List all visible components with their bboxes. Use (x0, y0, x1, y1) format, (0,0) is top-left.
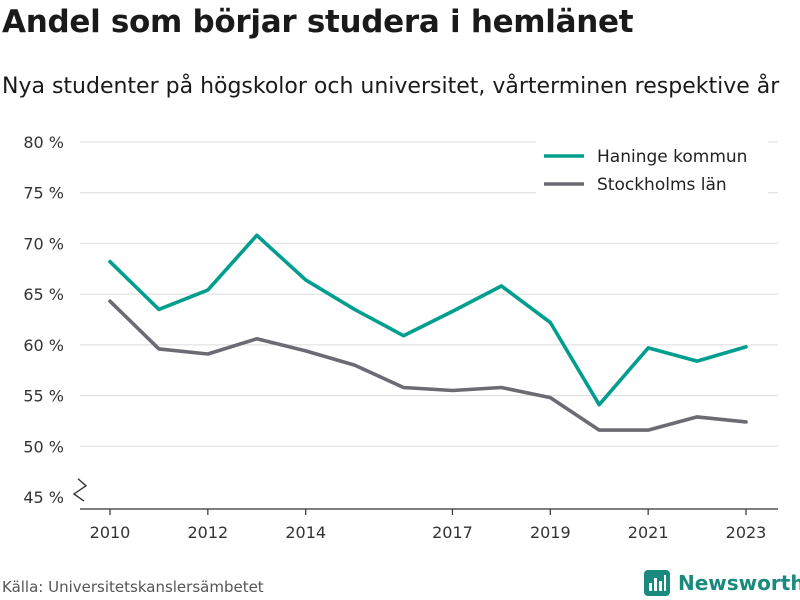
x-tick-label: 2023 (726, 523, 767, 542)
y-tick-label: 80 % (23, 133, 64, 152)
x-tick-label: 2017 (432, 523, 473, 542)
y-tick-label: 65 % (23, 285, 64, 304)
series-line-stockholms-l-n (108, 299, 748, 432)
legend-label: Stockholms län (597, 175, 727, 195)
legend: Haninge kommun Stockholms län (536, 138, 768, 200)
legend-label: Haninge kommun (597, 147, 747, 167)
x-tick-label: 2012 (187, 523, 228, 542)
x-axis: 2010 2012 2014 2017 2019 2021 2023 (80, 508, 778, 542)
source-note: Källa: Universitetskanslersämbetet (2, 578, 264, 596)
legend-background (536, 138, 768, 200)
y-axis-ticks: 45 % 50 % 55 % 60 % 65 % 70 % 75 % 80 % (23, 133, 88, 507)
x-tick-label: 2014 (285, 523, 326, 542)
y-tick-label: 60 % (23, 336, 64, 355)
y-tick-label: 45 % (23, 488, 64, 507)
axis-break-mark (72, 478, 88, 502)
x-tick-label: 2010 (90, 523, 131, 542)
brand-logo: Newsworthy (644, 570, 800, 596)
newsworthy-logo-icon (644, 570, 670, 596)
chart-title: Andel som börjar studera i hemlänet (2, 4, 634, 40)
brand-name: Newsworthy (678, 571, 800, 595)
y-tick-label: 55 % (23, 387, 64, 406)
x-tick-label: 2021 (628, 523, 669, 542)
x-tick-label: 2019 (530, 523, 571, 542)
chart-subtitle: Nya studenter på högskolor och universit… (2, 74, 780, 99)
y-tick-label: 75 % (23, 184, 64, 203)
series-lines (108, 233, 748, 432)
series-line-haninge-kommun (108, 233, 748, 407)
y-tick-label: 70 % (23, 234, 64, 253)
y-tick-label: 50 % (23, 437, 64, 456)
